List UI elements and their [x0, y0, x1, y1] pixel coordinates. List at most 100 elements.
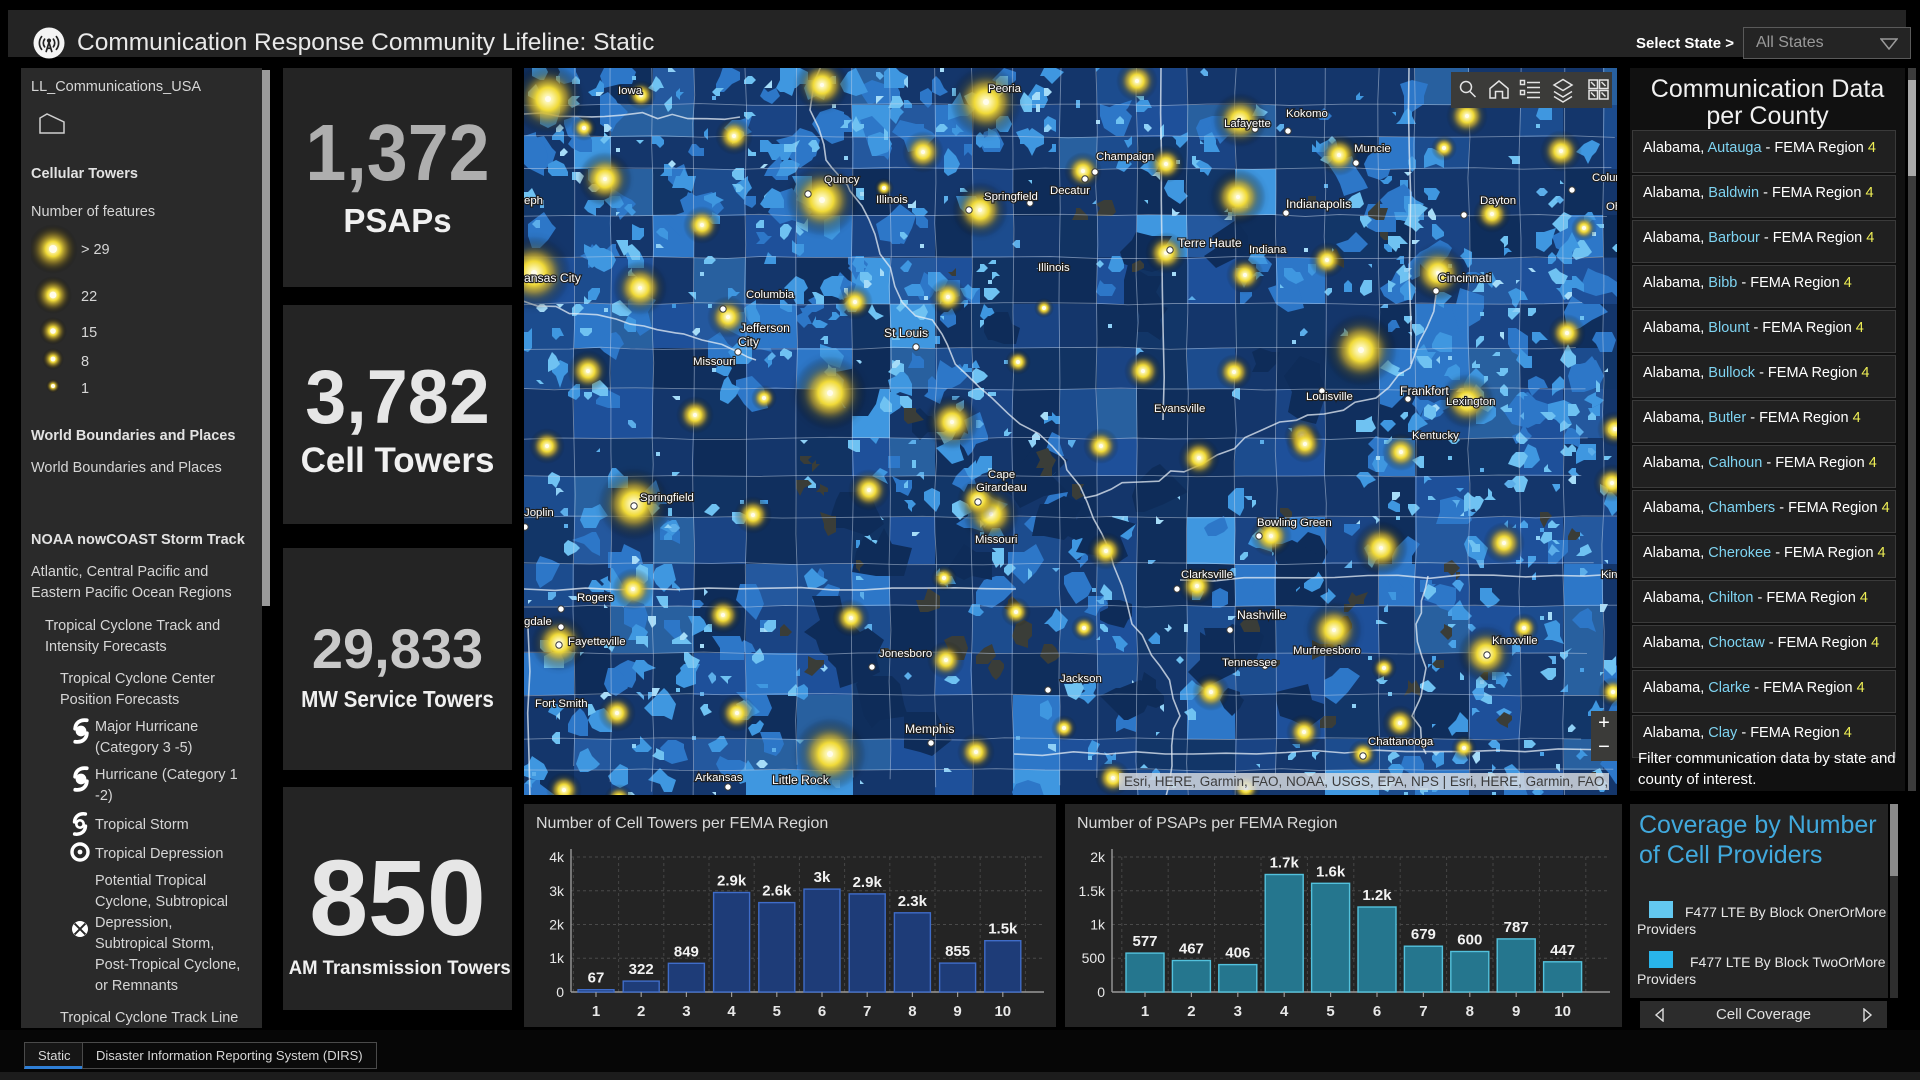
svg-text:4: 4 — [1280, 1003, 1289, 1020]
svg-text:3k: 3k — [549, 883, 565, 899]
svg-text:467: 467 — [1179, 941, 1204, 958]
svg-text:Terre Haute: Terre Haute — [1178, 236, 1242, 250]
svg-text:Kingsp: Kingsp — [1601, 569, 1617, 581]
svg-text:2.9k: 2.9k — [717, 873, 747, 890]
svg-text:Jefferson: Jefferson — [740, 321, 790, 335]
svg-text:Illinois: Illinois — [876, 194, 908, 206]
svg-text:Number of Cell Towers per FEMA: Number of Cell Towers per FEMA Region — [536, 815, 828, 832]
svg-text:4k: 4k — [549, 849, 565, 865]
svg-text:Joplin: Joplin — [524, 507, 554, 519]
svg-text:2.9k: 2.9k — [853, 874, 883, 891]
svg-text:2k: 2k — [1090, 849, 1106, 865]
svg-text:2: 2 — [1187, 1003, 1195, 1020]
svg-text:Memphis: Memphis — [905, 722, 954, 736]
svg-text:Jackson: Jackson — [1060, 673, 1102, 685]
svg-text:67: 67 — [588, 970, 605, 987]
svg-text:1.5k: 1.5k — [988, 921, 1018, 938]
svg-text:1.5k: 1.5k — [1079, 883, 1106, 899]
svg-text:2k: 2k — [549, 917, 565, 933]
svg-text:2: 2 — [637, 1003, 645, 1020]
svg-text:Ohi: Ohi — [1606, 201, 1617, 213]
svg-text:447: 447 — [1550, 942, 1575, 959]
svg-text:Knoxville: Knoxville — [1492, 635, 1538, 647]
svg-text:Girardeau: Girardeau — [976, 482, 1027, 494]
svg-text:Missouri: Missouri — [975, 534, 1017, 546]
svg-text:Kokomo: Kokomo — [1286, 108, 1328, 120]
svg-text:Cincinnati: Cincinnati — [1438, 271, 1492, 285]
svg-text:849: 849 — [674, 943, 699, 960]
svg-text:4: 4 — [727, 1003, 736, 1020]
svg-text:Muncie: Muncie — [1354, 143, 1391, 155]
svg-text:Indianapolis: Indianapolis — [1286, 197, 1351, 211]
svg-text:7: 7 — [1419, 1003, 1427, 1020]
svg-text:St Louis: St Louis — [884, 326, 928, 340]
svg-text:3k: 3k — [814, 869, 831, 886]
svg-text:Columbu: Columbu — [1592, 172, 1617, 184]
svg-text:Kentucky: Kentucky — [1412, 430, 1459, 442]
svg-text:Dayton: Dayton — [1480, 195, 1516, 207]
svg-text:6: 6 — [1373, 1003, 1381, 1020]
svg-text:787: 787 — [1504, 919, 1529, 936]
svg-text:1: 1 — [1141, 1003, 1149, 1020]
svg-text:Lexington: Lexington — [1446, 396, 1495, 408]
svg-text:855: 855 — [945, 943, 970, 960]
svg-text:Arkansas: Arkansas — [695, 772, 743, 784]
svg-text:Decatur: Decatur — [1050, 185, 1090, 197]
svg-text:Bowling Green: Bowling Green — [1257, 517, 1332, 529]
svg-text:322: 322 — [629, 961, 654, 978]
svg-text:Lafayette: Lafayette — [1224, 118, 1271, 130]
svg-text:9: 9 — [1512, 1003, 1520, 1020]
svg-text:2.6k: 2.6k — [762, 883, 792, 900]
svg-text:Quincy: Quincy — [824, 174, 860, 186]
svg-text:1: 1 — [592, 1003, 600, 1020]
svg-text:Tennessee: Tennessee — [1222, 657, 1277, 669]
svg-text:1.6k: 1.6k — [1316, 863, 1346, 880]
svg-text:8: 8 — [908, 1003, 916, 1020]
svg-text:Cape: Cape — [988, 469, 1015, 481]
svg-text:Missouri: Missouri — [693, 356, 735, 368]
svg-text:Frankfort: Frankfort — [1400, 384, 1449, 398]
svg-text:Chattanooga: Chattanooga — [1368, 736, 1434, 748]
svg-text:Murfreesboro: Murfreesboro — [1293, 645, 1361, 657]
svg-text:1.7k: 1.7k — [1270, 855, 1300, 872]
svg-text:7: 7 — [863, 1003, 871, 1020]
svg-text:9: 9 — [953, 1003, 961, 1020]
svg-text:1.2k: 1.2k — [1362, 887, 1392, 904]
svg-text:10: 10 — [1554, 1003, 1571, 1020]
svg-text:1k: 1k — [1090, 917, 1106, 933]
svg-text:406: 406 — [1225, 945, 1250, 962]
svg-text:1k: 1k — [549, 950, 565, 966]
svg-text:8: 8 — [1466, 1003, 1474, 1020]
svg-text:Iowa: Iowa — [618, 85, 643, 97]
svg-text:5: 5 — [1326, 1003, 1334, 1020]
svg-text:Rogers: Rogers — [577, 592, 614, 604]
svg-text:Fayetteville: Fayetteville — [568, 636, 626, 648]
svg-text:500: 500 — [1082, 950, 1106, 966]
svg-text:3: 3 — [682, 1003, 690, 1020]
svg-text:Nashville: Nashville — [1237, 608, 1287, 622]
svg-text:Champaign: Champaign — [1096, 151, 1154, 163]
svg-text:6: 6 — [818, 1003, 826, 1020]
svg-text:679: 679 — [1411, 926, 1436, 943]
svg-text:City: City — [738, 335, 760, 349]
svg-text:Number of PSAPs per FEMA Regio: Number of PSAPs per FEMA Region — [1077, 815, 1338, 832]
svg-text:ansas City: ansas City — [524, 271, 582, 285]
svg-text:Evansville: Evansville — [1154, 403, 1205, 415]
svg-text:Springfield: Springfield — [984, 191, 1038, 203]
svg-text:Illinois: Illinois — [1038, 262, 1070, 274]
svg-text:577: 577 — [1132, 933, 1157, 950]
svg-text:eph: eph — [524, 195, 543, 207]
svg-text:Jonesboro: Jonesboro — [879, 648, 932, 660]
svg-text:10: 10 — [994, 1003, 1011, 1020]
svg-text:600: 600 — [1457, 932, 1482, 949]
svg-text:Indiana: Indiana — [1249, 244, 1287, 256]
svg-text:Columbia: Columbia — [746, 289, 795, 301]
svg-text:0: 0 — [556, 984, 564, 1000]
svg-text:Little Rock: Little Rock — [772, 773, 830, 787]
svg-text:3: 3 — [1234, 1003, 1242, 1020]
svg-text:Fort Smith: Fort Smith — [535, 698, 588, 710]
svg-text:Clarksville: Clarksville — [1181, 569, 1233, 581]
svg-text:Louisville: Louisville — [1306, 391, 1353, 403]
svg-text:gdale: gdale — [524, 616, 552, 628]
svg-text:2.3k: 2.3k — [898, 893, 928, 910]
